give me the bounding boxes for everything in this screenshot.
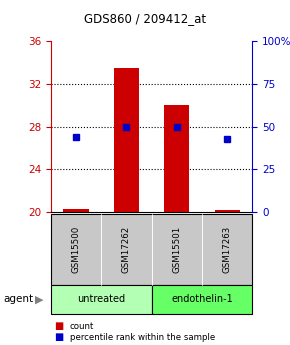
Text: ■: ■ <box>54 333 63 342</box>
Text: GSM15501: GSM15501 <box>172 226 181 273</box>
Bar <box>114 68 139 212</box>
Text: untreated: untreated <box>77 294 125 304</box>
Bar <box>215 210 240 212</box>
Text: endothelin-1: endothelin-1 <box>171 294 233 304</box>
Bar <box>164 106 189 212</box>
Text: GSM17263: GSM17263 <box>223 226 232 273</box>
Text: GDS860 / 209412_at: GDS860 / 209412_at <box>84 12 206 25</box>
Text: GSM17262: GSM17262 <box>122 226 131 273</box>
Text: ▶: ▶ <box>35 294 44 304</box>
Text: count: count <box>70 322 94 331</box>
Text: percentile rank within the sample: percentile rank within the sample <box>70 333 215 342</box>
Text: agent: agent <box>3 294 33 304</box>
Text: ■: ■ <box>54 321 63 331</box>
Text: GSM15500: GSM15500 <box>71 226 80 273</box>
Bar <box>63 209 88 212</box>
